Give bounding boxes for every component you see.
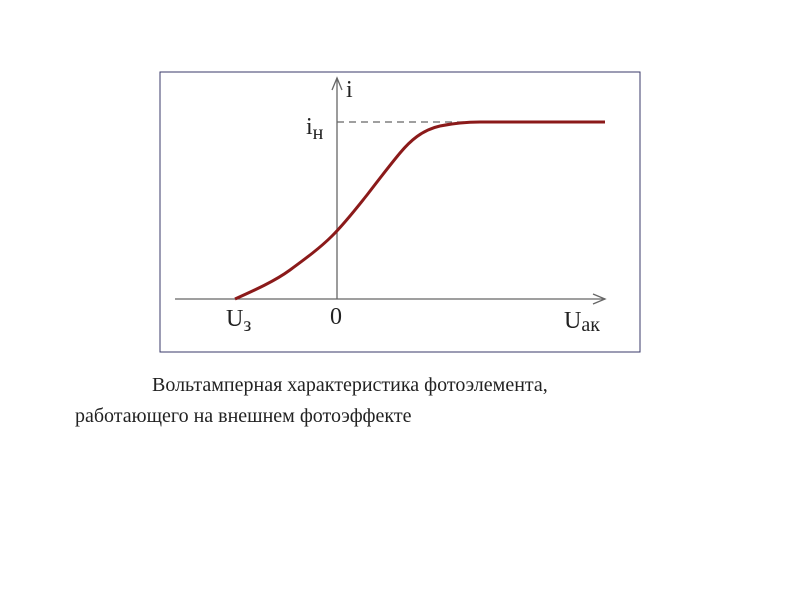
voltage-label: Uак [564,308,600,336]
caption-line: работающего на внешнем фотоэффекте [75,405,412,427]
y-arrow [331,76,343,91]
axes [175,76,607,305]
label-sub: н [313,122,324,144]
current-label: i [346,77,353,103]
x-arrow [592,293,607,305]
label-sub: ак [581,314,600,336]
label-base: U [564,308,581,334]
iv-curve [234,120,605,301]
label-base: U [226,306,243,332]
label-sub: з [243,314,251,336]
stopping-label: Uз [226,306,251,336]
saturation-label: iн [306,114,324,144]
frame [159,71,641,353]
label-base: i [306,114,313,140]
caption-line: Вольтамперная характеристика фотоэлемент… [152,374,548,396]
origin-label: 0 [330,304,342,330]
